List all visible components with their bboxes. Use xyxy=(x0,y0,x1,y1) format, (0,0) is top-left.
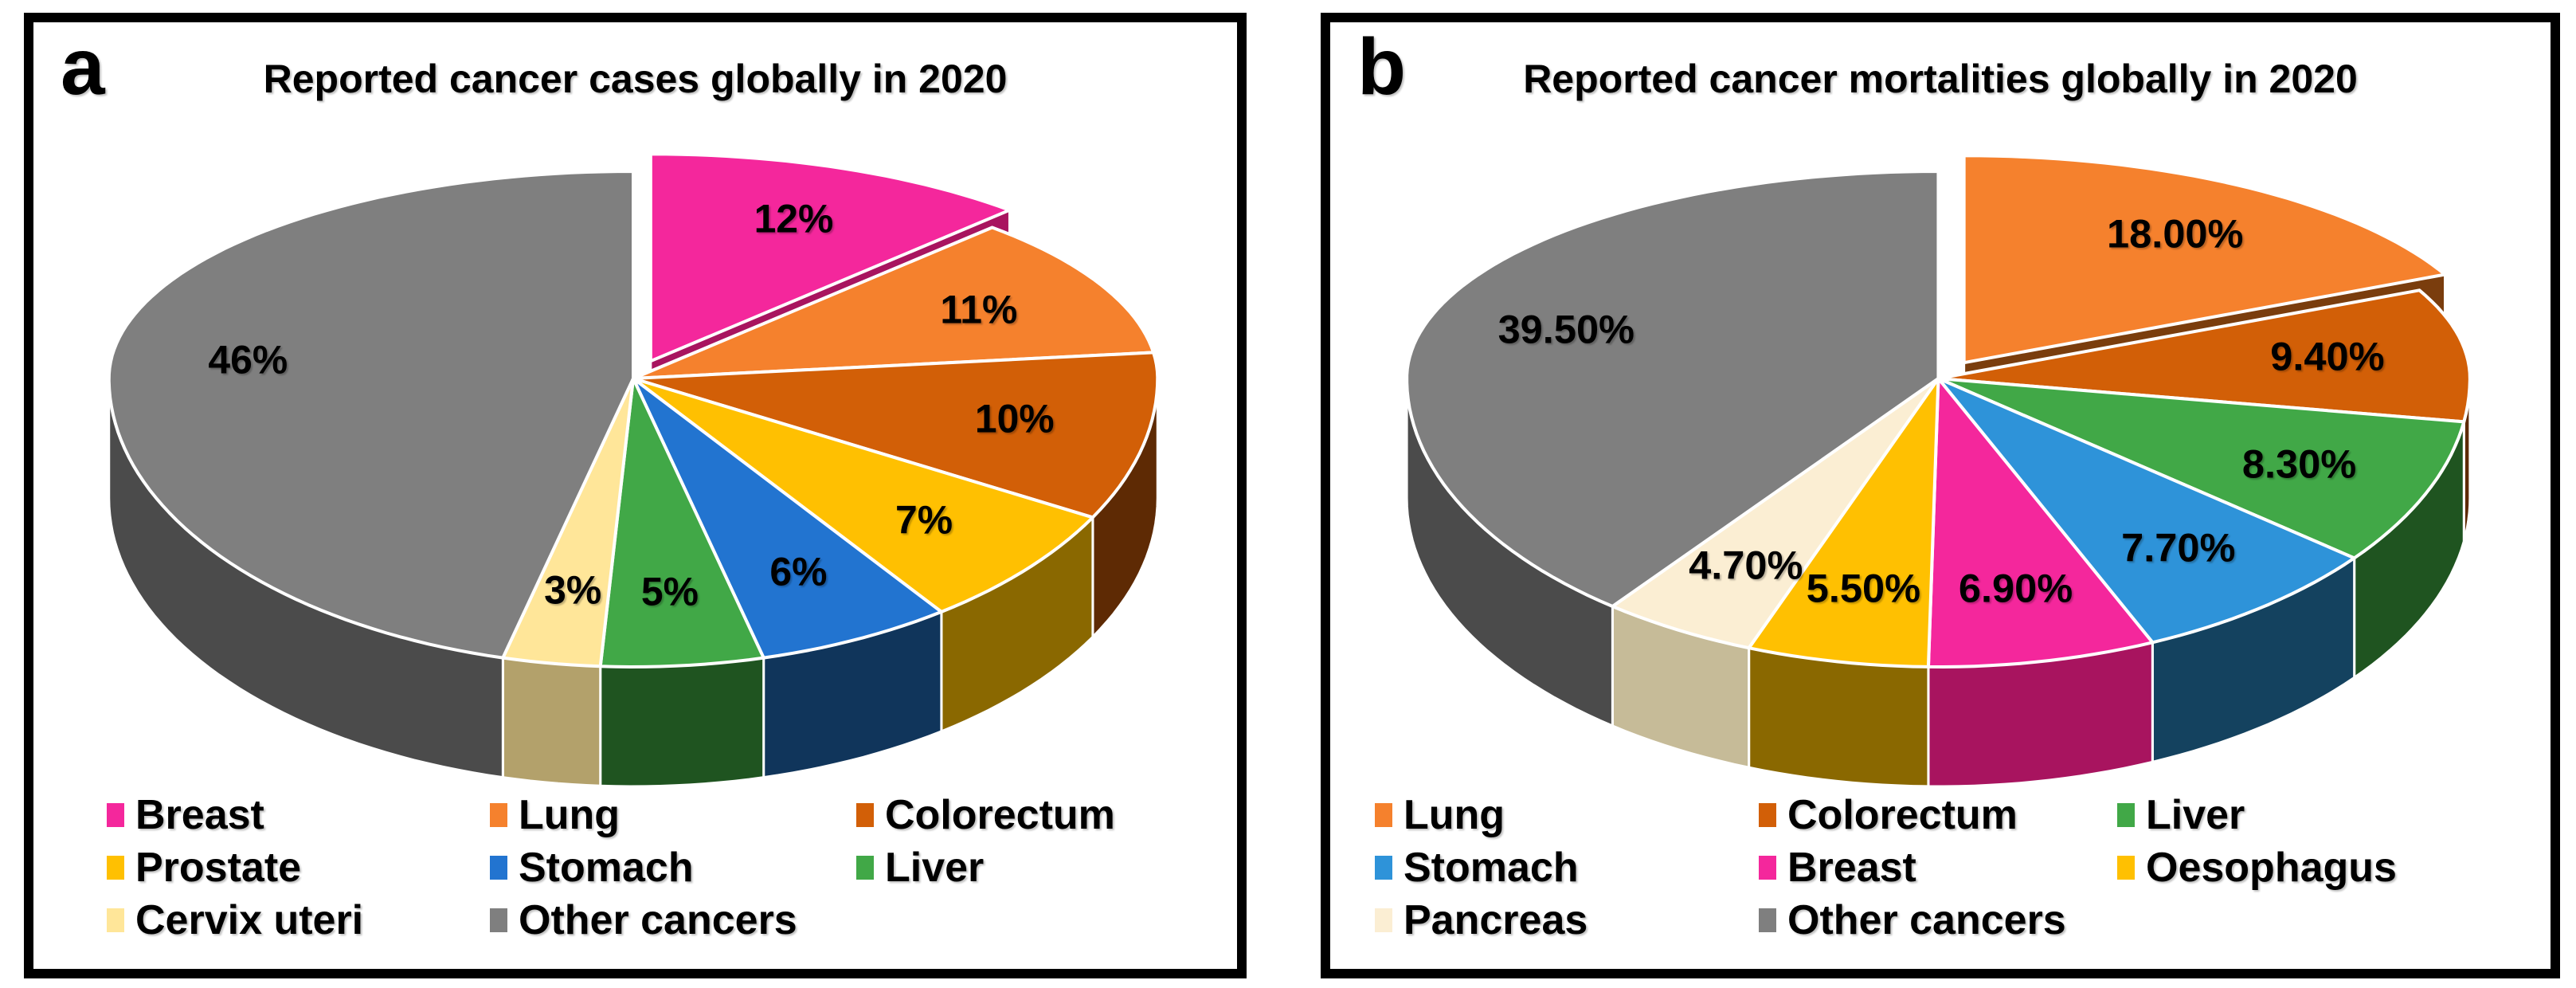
legend-swatch-liver xyxy=(856,856,874,880)
legend-swatch-stomach xyxy=(490,856,507,880)
pie-slice-stomach xyxy=(632,377,943,660)
slice-label-other-cancers: 46% xyxy=(208,337,288,382)
pie-slice-oesophagus xyxy=(1747,377,1940,668)
legend-swatch-lung xyxy=(1375,803,1392,827)
legend-item-cervix-uteri: Cervix uteri xyxy=(107,896,490,944)
pie-slice-liver xyxy=(598,377,765,668)
legend-label-stomach: Stomach xyxy=(519,845,694,891)
legend-label-prostate: Prostate xyxy=(135,845,302,891)
legend-item-liver: Liver xyxy=(2117,791,2551,839)
pie-slice-pancreas xyxy=(1611,377,1940,650)
pie-slice-other-cancers xyxy=(1405,170,1940,608)
legend-swatch-colorectum xyxy=(1759,803,1776,827)
pie-slice-side-liver xyxy=(599,657,765,788)
legend-label-other-cancers: Other cancers xyxy=(519,897,797,943)
slice-label-prostate: 7% xyxy=(895,497,953,542)
slice-label-pancreas: 4.70% xyxy=(1689,543,1803,588)
pie-slice-side-cervix-uteri xyxy=(501,657,602,787)
slice-label-lung: 18.00% xyxy=(2107,211,2243,257)
slice-label-stomach: 6% xyxy=(769,549,827,594)
legend-label-cervix-uteri: Cervix uteri xyxy=(135,897,364,943)
legend-swatch-cervix-uteri xyxy=(107,908,124,932)
legend-item-other-cancers: Other cancers xyxy=(490,896,856,944)
panel-b-title: Reported cancer mortalities globally in … xyxy=(1523,57,2358,101)
panel-a: a Reported cancer cases globally in 2020… xyxy=(24,13,1247,978)
legend-item-pancreas: Pancreas xyxy=(1375,896,1759,944)
legend-swatch-oesophagus xyxy=(2117,856,2135,880)
legend-label-pancreas: Pancreas xyxy=(1403,897,1588,943)
slice-label-stomach: 7.70% xyxy=(2121,525,2235,570)
legend-item-colorectum: Colorectum xyxy=(856,791,1237,839)
panel-a-corner-label: a xyxy=(61,22,105,112)
legend-item-breast: Breast xyxy=(1759,844,2117,892)
panel-b: b Reported cancer mortalities globally i… xyxy=(1321,13,2560,978)
pie-slice-breast xyxy=(1926,377,2155,668)
legend-item-liver: Liver xyxy=(856,844,1237,892)
legend-label-oesophagus: Oesophagus xyxy=(2146,845,2397,891)
slice-label-liver: 8.30% xyxy=(2242,441,2356,487)
legend-label-colorectum: Colorectum xyxy=(885,792,1115,838)
legend-swatch-pancreas xyxy=(1375,908,1392,932)
legend-label-lung: Lung xyxy=(519,792,621,838)
pie-chart-cases: 12% 11% 10% 7% 6% 5% 3% 46% xyxy=(107,152,1160,788)
legend-label-colorectum: Colorectum xyxy=(1787,792,2018,838)
panel-a-title: Reported cancer cases globally in 2020 xyxy=(263,57,1008,101)
legend-item-lung: Lung xyxy=(1375,791,1759,839)
slice-label-colorectum: 9.40% xyxy=(2270,334,2384,379)
legend-item-colorectum: Colorectum xyxy=(1759,791,2117,839)
legend-swatch-breast xyxy=(107,803,124,827)
slice-label-other-cancers: 39.50% xyxy=(1498,307,1634,352)
legend-swatch-liver xyxy=(2117,803,2135,827)
legend-item-stomach: Stomach xyxy=(490,844,856,892)
legend-swatch-stomach xyxy=(1375,856,1392,880)
legend-swatch-other-cancers xyxy=(490,908,507,932)
slice-label-oesophagus: 5.50% xyxy=(1807,566,1920,611)
legend-label-liver: Liver xyxy=(885,845,985,891)
legend-swatch-prostate xyxy=(107,856,124,880)
slice-label-breast: 12% xyxy=(754,196,834,241)
slice-label-breast: 6.90% xyxy=(1959,566,2073,611)
pie-slice-lung xyxy=(1962,154,2447,365)
pie-slice-prostate xyxy=(632,377,1094,614)
pie-slice-side-oesophagus xyxy=(1748,646,1930,788)
legend-mortalities: Lung Colorectum Liver Stomach Breast Oesophag… xyxy=(1330,789,2551,947)
slice-label-liver: 5% xyxy=(641,569,699,614)
legend-swatch-colorectum xyxy=(856,803,874,827)
slice-label-colorectum: 10% xyxy=(975,396,1055,441)
legend-item-other-cancers: Other cancers xyxy=(1759,896,2117,944)
legend-label-breast: Breast xyxy=(1787,845,1916,891)
pie-chart-mortalities: 18.00% 9.40% 8.30%7.70% 6.90% 5.50%4.70% 39.5… xyxy=(1405,154,2472,788)
legend-label-stomach: Stomach xyxy=(1403,845,1579,891)
pie-slice-stomach xyxy=(1936,377,2356,645)
legend-label-liver: Liver xyxy=(2146,792,2245,838)
legend-item-oesophagus: Oesophagus xyxy=(2117,844,2551,892)
slice-label-cervix-uteri: 3% xyxy=(544,567,601,612)
legend-swatch-other-cancers xyxy=(1759,908,1776,932)
legend-item-prostate: Prostate xyxy=(107,844,490,892)
pie-slice-liver xyxy=(1936,377,2466,560)
legend-label-breast: Breast xyxy=(135,792,264,838)
legend-item-stomach: Stomach xyxy=(1375,844,1759,892)
legend-item-breast: Breast xyxy=(107,791,490,839)
panel-b-corner-label: b xyxy=(1357,22,1407,112)
pie-slice-lung xyxy=(632,225,1156,380)
pie-slice-other-cancers xyxy=(107,170,636,660)
legend-label-lung: Lung xyxy=(1403,792,1505,838)
legend-swatch-lung xyxy=(490,803,507,827)
pie-slice-colorectum xyxy=(632,351,1160,519)
slice-label-lung: 11% xyxy=(940,287,1017,331)
legend-item-lung: Lung xyxy=(490,791,856,839)
legend-cases: Breast Lung Colorectum Prostate Stomach Liver… xyxy=(33,789,1237,947)
legend-label-other-cancers: Other cancers xyxy=(1787,897,2066,943)
legend-swatch-breast xyxy=(1759,856,1776,880)
pie-slice-breast xyxy=(648,152,1012,363)
